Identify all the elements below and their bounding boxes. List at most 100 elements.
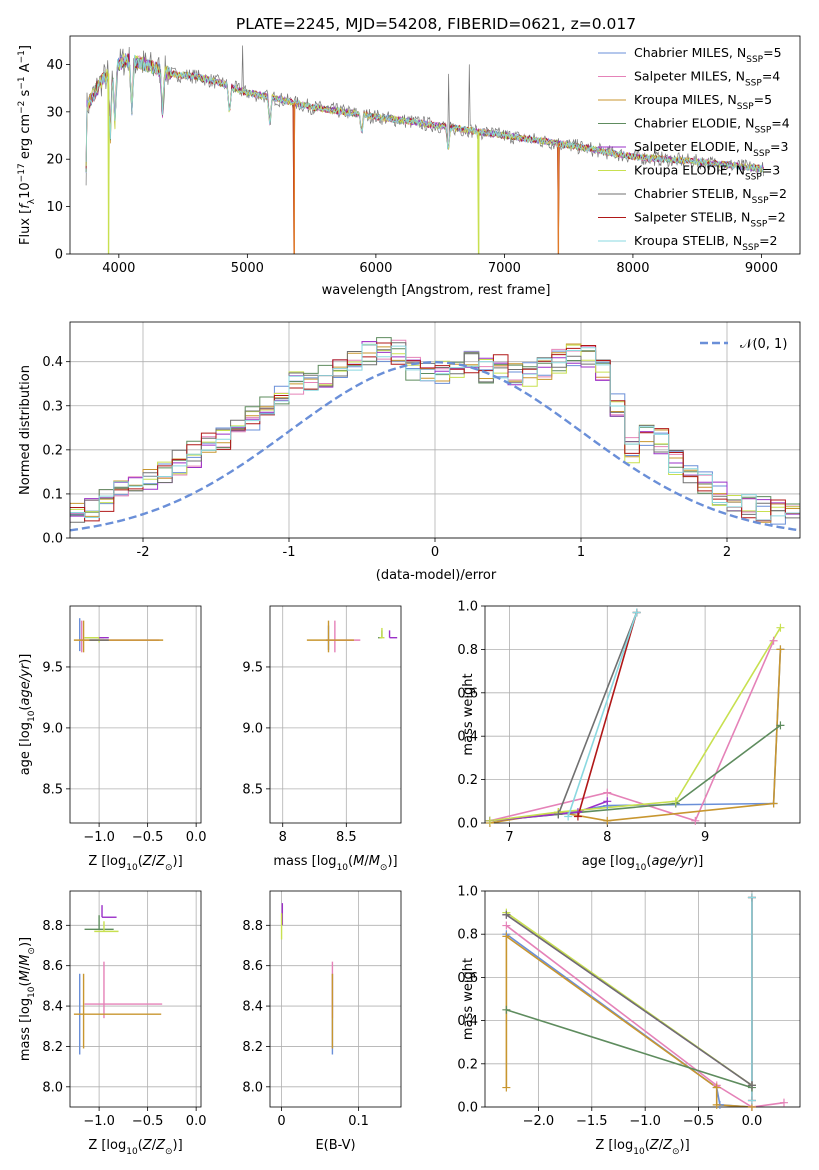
age_vs_Z-frame xyxy=(69,605,202,824)
y-tick-label: 0.0 xyxy=(42,532,63,547)
x-tick-label: 0.0 xyxy=(186,830,207,845)
x-tick-label: -1 xyxy=(283,545,296,560)
mass_weight_vs_Z-marker xyxy=(712,1100,721,1109)
gaussian-legend-label: 𝒩(0, 1) xyxy=(740,337,787,352)
mass_weight_vs_age-xlabel: age [log10(age/yr)] xyxy=(582,854,704,873)
age_vs_mass-xlabel: mass [log10(M/M⊙)] xyxy=(273,854,397,873)
mass_weight_vs_Z-frame xyxy=(484,890,801,1108)
mass_vs_EBV-frame xyxy=(269,890,402,1108)
mass_weight_vs_Z-marker xyxy=(712,1083,721,1092)
mass_weight_vs_age-line-5 xyxy=(489,627,782,822)
x-tick-label: −1.0 xyxy=(83,1114,115,1129)
mass_weight_vs_age-marker xyxy=(691,816,700,825)
mass_weight_vs_age-marker xyxy=(769,799,778,808)
x-tick-label: 4000 xyxy=(102,261,135,276)
y-tick-label: 0.0 xyxy=(457,1101,478,1116)
mass_weight_vs_age-marker xyxy=(776,623,785,632)
mass_vs_Z-axes: −1.0 −0.5 0.0 8.0 8.2 8.4 8.6 8.8 Z [log10(Z/Z⊙)… xyxy=(18,890,206,1157)
x-tick-label: 7 xyxy=(505,830,513,845)
histogram-step-5 xyxy=(70,344,800,515)
mass_weight_vs_Z-marker xyxy=(502,932,511,941)
y-tick-label: 8.8 xyxy=(42,919,63,934)
y-tick-label: 8.6 xyxy=(42,959,63,974)
y-tick-label: 8.5 xyxy=(242,782,263,797)
age_vs_Z-xlabel: Z [log10(Z/Z⊙)] xyxy=(88,854,182,873)
mass_weight_vs_Z-line-1 xyxy=(505,924,785,1107)
mass_weight_vs_age-line-0 xyxy=(489,649,782,822)
residuals-plot-area xyxy=(70,337,800,532)
age_vs_Z-axes: −1.0 −0.5 0.0 8.5 9.0 9.5 Z [log10(Z/Z⊙)] age [… xyxy=(18,605,207,873)
y-tick-label: 8.5 xyxy=(42,782,63,797)
age_vs_Z-ylabel: age [log10(age/yr)] xyxy=(18,654,37,776)
mass_weight_vs_age-marker xyxy=(485,816,494,825)
y-tick-label: 0.0 xyxy=(457,817,478,832)
mass_weight_vs_Z-marker xyxy=(779,1098,788,1107)
mass_weight_vs_age-plot-area xyxy=(489,612,782,823)
legend-label-4: Salpeter ELODIE, NSSP=3 xyxy=(634,139,788,159)
y-tick-label: 20 xyxy=(46,153,63,168)
spectrum-plot-area xyxy=(85,45,764,254)
y-tick-label: 8.0 xyxy=(42,1080,63,1095)
spectrum-xlabel: wavelength [Angstrom, rest frame] xyxy=(322,283,551,298)
mass_weight_vs_age-marker xyxy=(769,636,778,645)
y-tick-label: 10 xyxy=(46,200,63,215)
age_vs_mass-plot-area xyxy=(306,620,398,653)
mass_weight_vs_age-marker xyxy=(603,788,612,797)
x-tick-label: 1 xyxy=(577,545,585,560)
spectrum-frame xyxy=(69,35,801,255)
legend-label-5: Kroupa ELODIE, NSSP=3 xyxy=(634,163,780,183)
x-tick-label: 8 xyxy=(279,830,287,845)
mass_weight_vs_Z-marker xyxy=(747,1081,756,1090)
x-tick-label: −1.0 xyxy=(629,1114,661,1129)
mass_weight_vs_Z-marker xyxy=(747,893,756,902)
x-tick-label: 8 xyxy=(603,830,611,845)
legend-label-2: Kroupa MILES, NSSP=5 xyxy=(634,92,772,112)
x-tick-label: 5000 xyxy=(231,261,264,276)
mass_weight_vs_age-frame xyxy=(484,605,801,824)
mass_weight_vs_age-ylabel: mass weight xyxy=(461,673,476,755)
y-tick-label: 0.6 xyxy=(457,971,478,986)
age_vs_mass-frame xyxy=(269,605,402,824)
y-tick-label: 0.8 xyxy=(457,643,478,658)
x-tick-label: −0.5 xyxy=(132,830,164,845)
mass_weight_vs_age-line-3 xyxy=(489,724,781,822)
gaussian-curve xyxy=(70,360,800,532)
y-tick-label: 1.0 xyxy=(457,600,478,615)
mass_weight_vs_Z-marker xyxy=(502,1083,511,1092)
x-tick-label: −0.5 xyxy=(683,1114,715,1129)
mass_weight_vs_age-marker xyxy=(554,810,563,819)
x-tick-label: 9 xyxy=(701,830,709,845)
histogram-step-2 xyxy=(70,343,800,532)
histogram-step-6 xyxy=(70,342,800,528)
spectrum-line-8 xyxy=(85,54,764,173)
y-tick-label: 0.3 xyxy=(42,399,63,414)
x-tick-label: 0 xyxy=(277,1114,285,1129)
x-tick-label: 8.5 xyxy=(336,830,357,845)
mass_weight_vs_age-marker xyxy=(603,816,612,825)
y-tick-label: 40 xyxy=(46,58,63,73)
x-tick-label: 0.0 xyxy=(742,1114,763,1129)
y-tick-label: 9.5 xyxy=(42,660,63,675)
mass_weight_vs_Z-xlabel: Z [log10(Z/Z⊙)] xyxy=(595,1138,689,1157)
mass_weight_vs_Z-marker xyxy=(502,1005,511,1014)
mass_vs_EBV-axes: 0 0.1 8.0 8.2 8.4 8.6 8.8 E(B-V) xyxy=(242,890,402,1153)
y-tick-label: 0.8 xyxy=(457,928,478,943)
y-tick-label: 0.2 xyxy=(457,773,478,788)
y-tick-label: 9.0 xyxy=(42,721,63,736)
mass_vs_Z-xlabel: Z [log10(Z/Z⊙)] xyxy=(88,1138,182,1157)
y-tick-label: 0.2 xyxy=(42,443,63,458)
y-tick-label: 0.6 xyxy=(457,686,478,701)
mass_weight_vs_Z-line-3 xyxy=(506,1009,753,1089)
y-tick-label: 0.4 xyxy=(457,730,478,745)
figure-title: PLATE=2245, MJD=54208, FIBERID=0621, z=0… xyxy=(236,15,636,33)
mass_vs_EBV-plot-area xyxy=(280,903,334,1055)
y-tick-label: 8.2 xyxy=(242,1040,263,1055)
mass_weight_vs_age-marker xyxy=(632,608,641,617)
mass_weight_vs_Z-ylabel: mass weight xyxy=(461,958,476,1040)
legend-label-8: Kroupa STELIB, NSSP=2 xyxy=(634,233,778,253)
mass_vs_Z-ylabel: mass [log10(M/M⊙)] xyxy=(18,937,37,1061)
mass_weight_vs_age-line-8 xyxy=(567,612,638,817)
mass_weight_vs_age-marker xyxy=(573,812,582,821)
y-tick-label: 0 xyxy=(55,248,63,263)
